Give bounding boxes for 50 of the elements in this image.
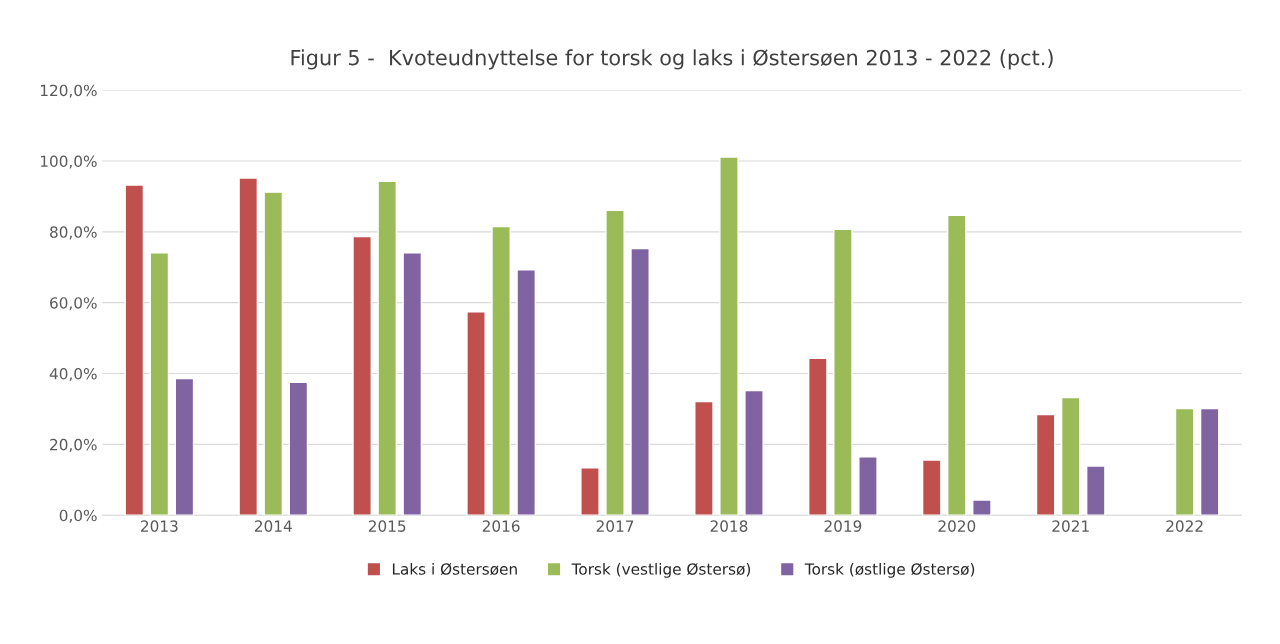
legend-label: Torsk (vestlige Østersø) xyxy=(571,562,751,578)
bar xyxy=(491,225,511,516)
x-tick-label: 2017 xyxy=(596,520,634,532)
bar xyxy=(288,381,309,516)
bar xyxy=(466,311,486,516)
bar xyxy=(694,400,714,516)
x-tick-label: 2018 xyxy=(710,520,748,532)
legend-label: Laks i Østersøen xyxy=(392,562,517,576)
bar xyxy=(1035,413,1056,516)
bar xyxy=(630,247,650,516)
bar xyxy=(808,357,828,516)
bar xyxy=(516,269,536,516)
y-tick-label: 0,0% xyxy=(59,509,97,523)
x-tick-label: 2021 xyxy=(1052,520,1089,532)
bar xyxy=(238,177,259,516)
x-tick-label: 2020 xyxy=(938,520,976,532)
bar xyxy=(833,228,853,516)
y-tick-label: 80,0% xyxy=(50,226,97,240)
bar xyxy=(858,456,878,516)
x-tick-label: 2014 xyxy=(254,520,292,532)
x-tick-label: 2016 xyxy=(482,520,520,532)
bar xyxy=(1174,407,1195,516)
bar xyxy=(719,156,739,516)
x-tick-label: 2013 xyxy=(141,520,178,532)
legend-label: Torsk (østlige Østersø) xyxy=(804,562,975,578)
x-tick-label: 2022 xyxy=(1166,520,1203,532)
bar xyxy=(1199,407,1220,516)
y-tick-label: 100,0% xyxy=(40,155,97,169)
x-tick-label: 2015 xyxy=(368,520,406,532)
bar xyxy=(946,214,967,516)
bar xyxy=(605,209,625,516)
bar xyxy=(402,252,423,516)
bar xyxy=(744,389,764,516)
bar xyxy=(124,184,145,516)
bar xyxy=(352,235,372,516)
bar xyxy=(149,252,170,516)
x-tick-label: 2019 xyxy=(824,520,862,532)
y-tick-label: 20,0% xyxy=(50,438,97,452)
bar xyxy=(377,180,398,516)
bar xyxy=(1060,396,1081,516)
bar xyxy=(921,459,942,516)
y-tick-label: 120,0% xyxy=(40,84,97,98)
y-tick-label: 60,0% xyxy=(50,297,97,311)
bar xyxy=(580,467,600,516)
y-tick-label: 40,0% xyxy=(49,367,97,382)
chart-title: Figur 5 - Kvoteudnyttelse for torsk og laks i Østersøen 2013 - 2022 (pct.) xyxy=(291,49,1053,70)
bar xyxy=(1085,465,1106,516)
bar xyxy=(174,377,195,516)
bar xyxy=(972,499,992,516)
bar xyxy=(263,191,284,516)
